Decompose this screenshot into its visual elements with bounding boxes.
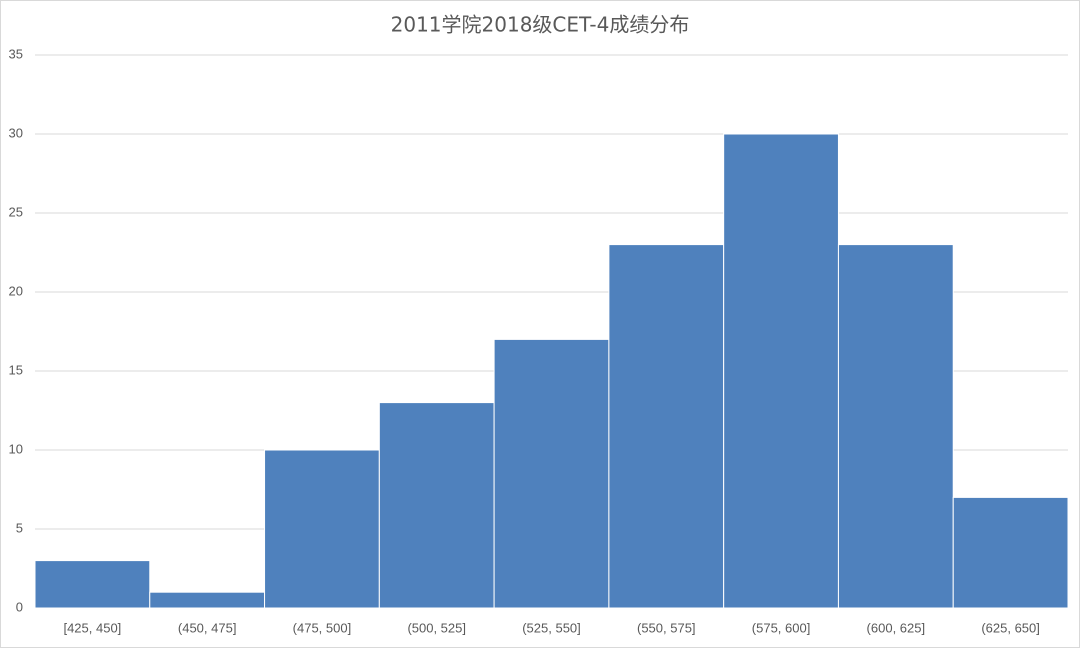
x-tick-label: (575, 600]: [752, 620, 811, 635]
y-tick-label: 10: [9, 441, 23, 456]
y-tick-label: 0: [16, 599, 23, 614]
bar: [837, 244, 954, 609]
bar: [608, 244, 725, 609]
bar: [149, 591, 266, 609]
bar: [723, 133, 839, 609]
y-tick-label: 35: [9, 46, 23, 61]
x-tick-label: (550, 575]: [637, 620, 696, 635]
y-tick-label: 20: [9, 283, 23, 298]
y-tick-label: 5: [16, 520, 23, 535]
x-tick-label: (450, 475]: [178, 620, 237, 635]
bar: [378, 402, 495, 609]
bar: [264, 449, 380, 609]
bar: [493, 338, 610, 609]
x-tick-label: (625, 650]: [981, 620, 1040, 635]
y-tick-label: 15: [9, 362, 23, 377]
bar: [34, 560, 151, 609]
y-tick-label: 25: [9, 204, 23, 219]
y-tick-label: 30: [9, 125, 23, 140]
x-tick-label: (525, 550]: [522, 620, 581, 635]
x-tick-label: (500, 525]: [407, 620, 466, 635]
x-tick-label: [425, 450]: [63, 620, 121, 635]
chart-title: 2011学院2018级CET-4成绩分布: [391, 13, 690, 37]
x-tick-label: (600, 625]: [867, 620, 926, 635]
bar: [952, 496, 1069, 609]
x-tick-label: (475, 500]: [293, 620, 352, 635]
